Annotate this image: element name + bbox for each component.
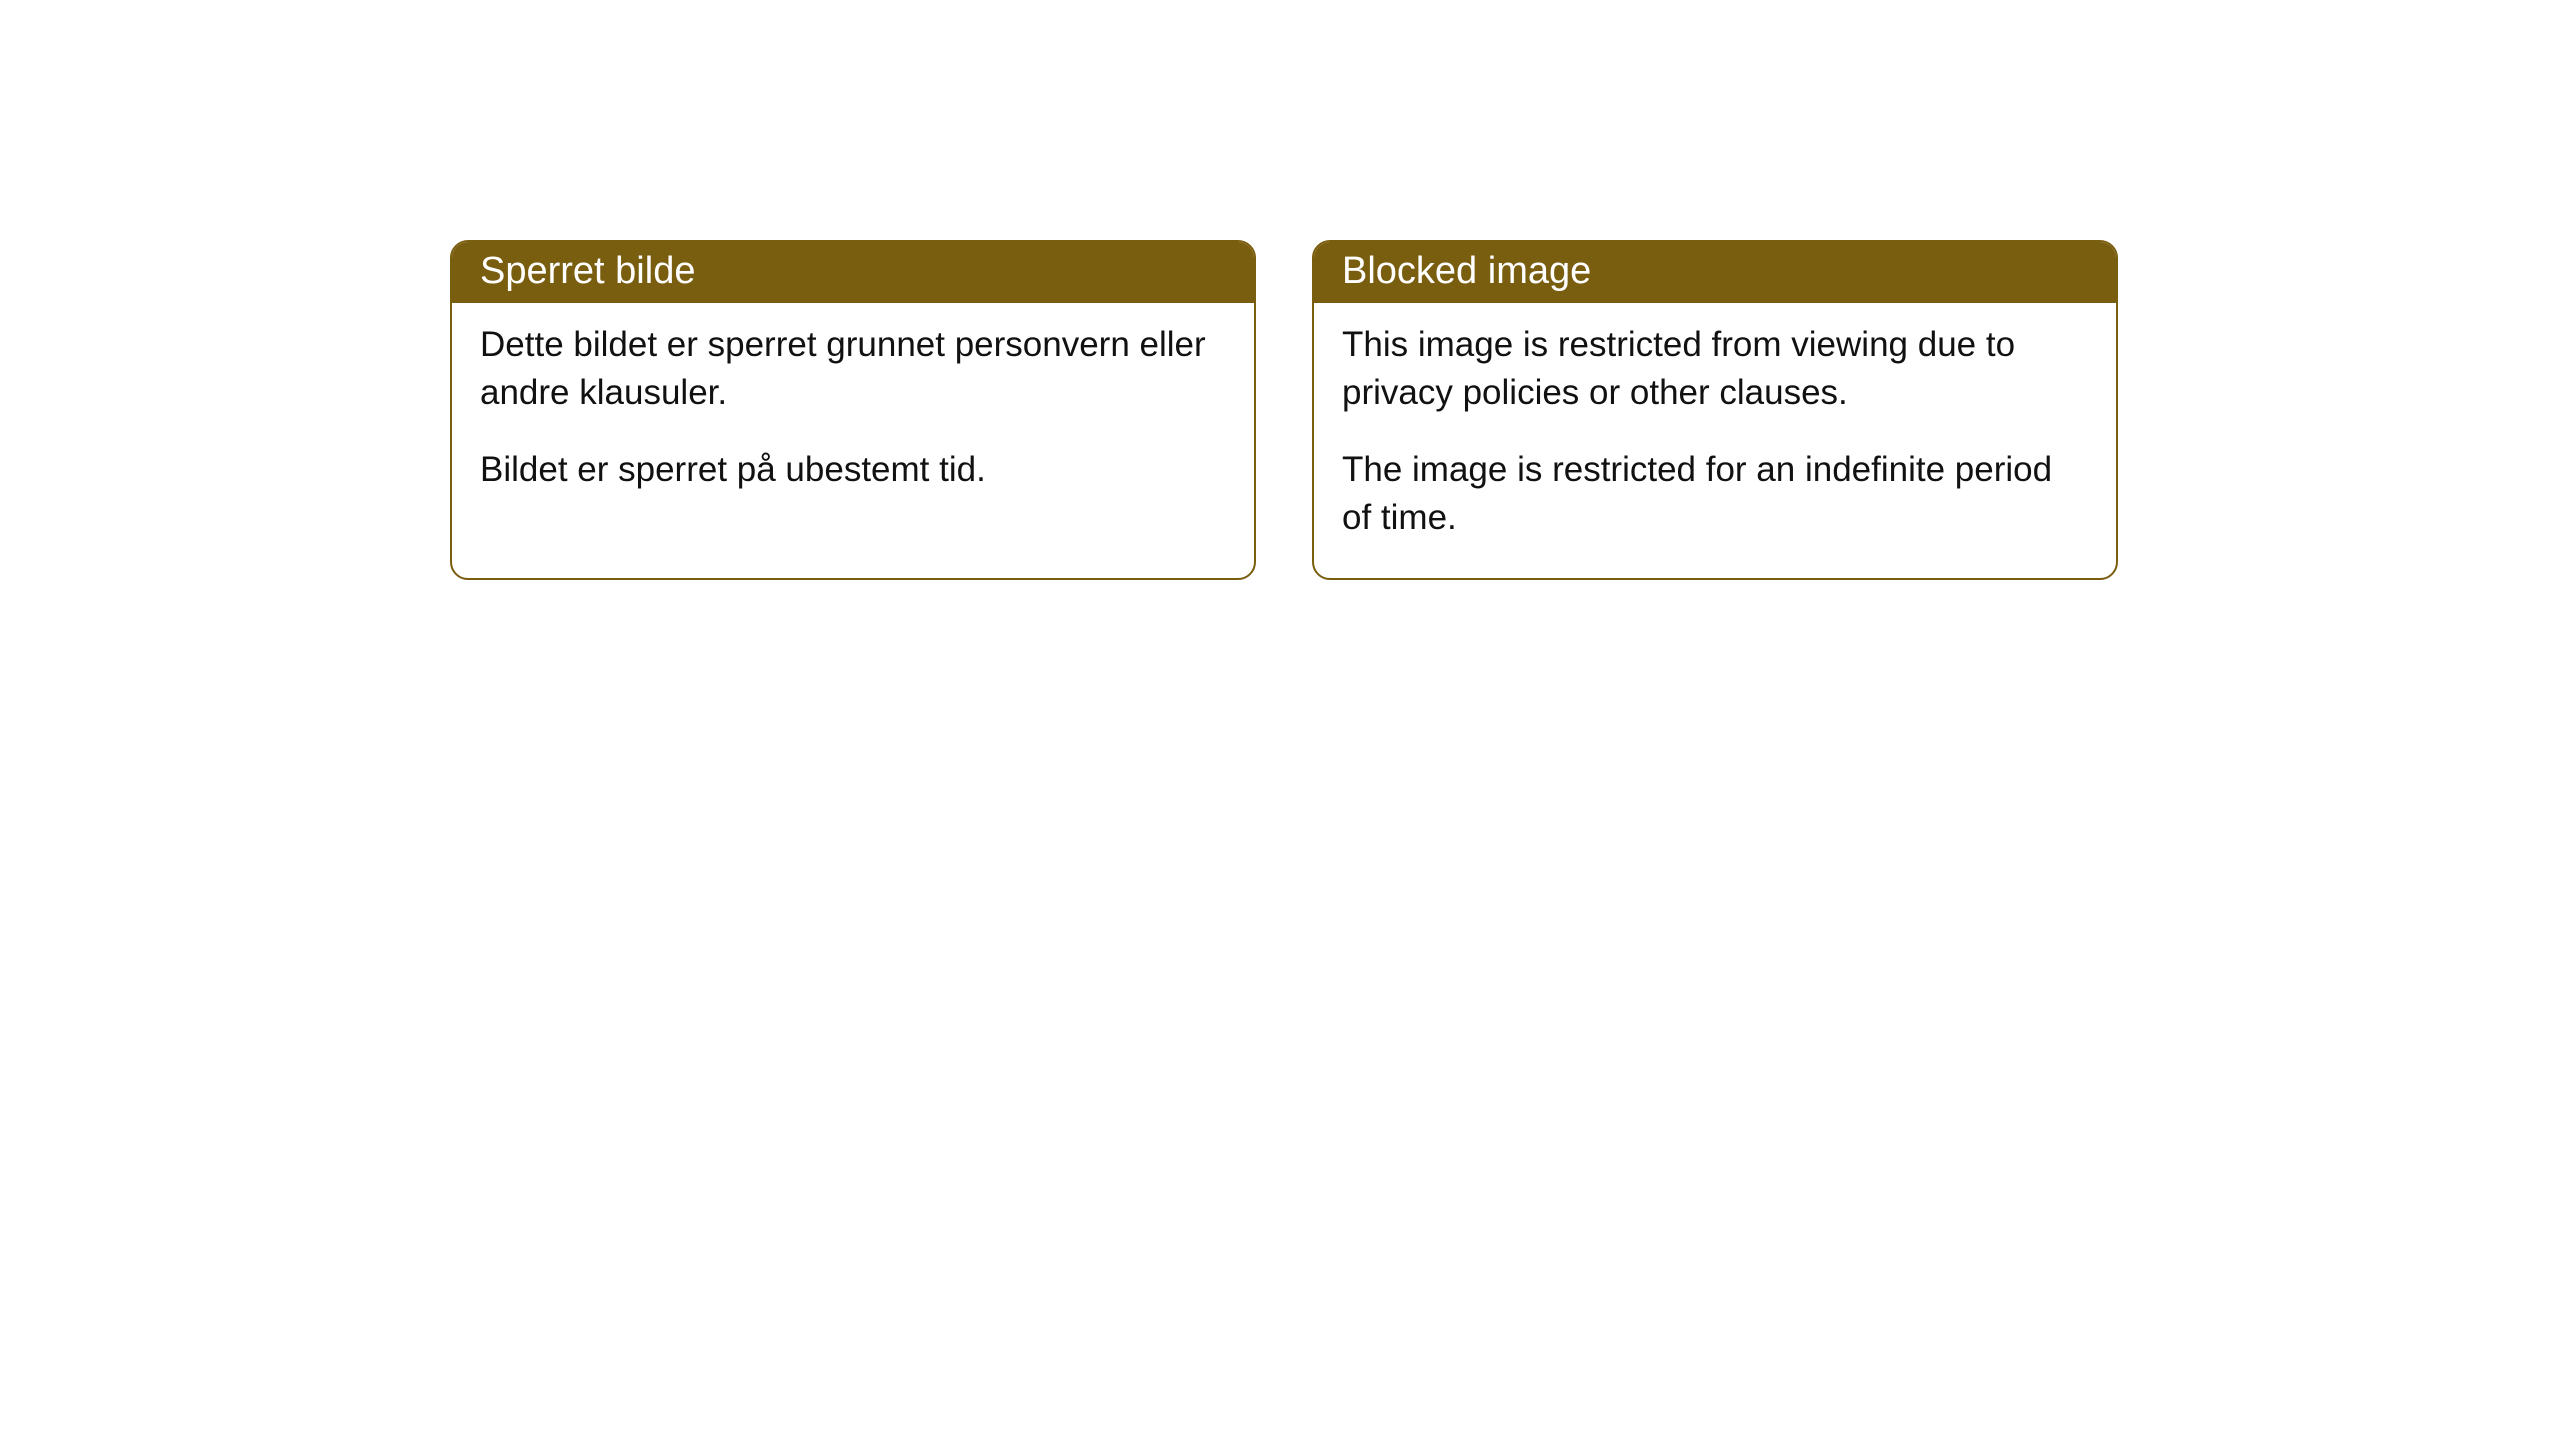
notice-paragraph: Bildet er sperret på ubestemt tid. — [480, 446, 1226, 494]
notice-cards-container: Sperret bilde Dette bildet er sperret gr… — [0, 0, 2560, 580]
card-title-norwegian: Sperret bilde — [452, 242, 1254, 303]
notice-card-english: Blocked image This image is restricted f… — [1312, 240, 2118, 580]
card-body-english: This image is restricted from viewing du… — [1314, 303, 2116, 578]
notice-paragraph: This image is restricted from viewing du… — [1342, 321, 2088, 418]
notice-paragraph: Dette bildet er sperret grunnet personve… — [480, 321, 1226, 418]
card-title-english: Blocked image — [1314, 242, 2116, 303]
notice-paragraph: The image is restricted for an indefinit… — [1342, 446, 2088, 543]
card-body-norwegian: Dette bildet er sperret grunnet personve… — [452, 303, 1254, 530]
notice-card-norwegian: Sperret bilde Dette bildet er sperret gr… — [450, 240, 1256, 580]
